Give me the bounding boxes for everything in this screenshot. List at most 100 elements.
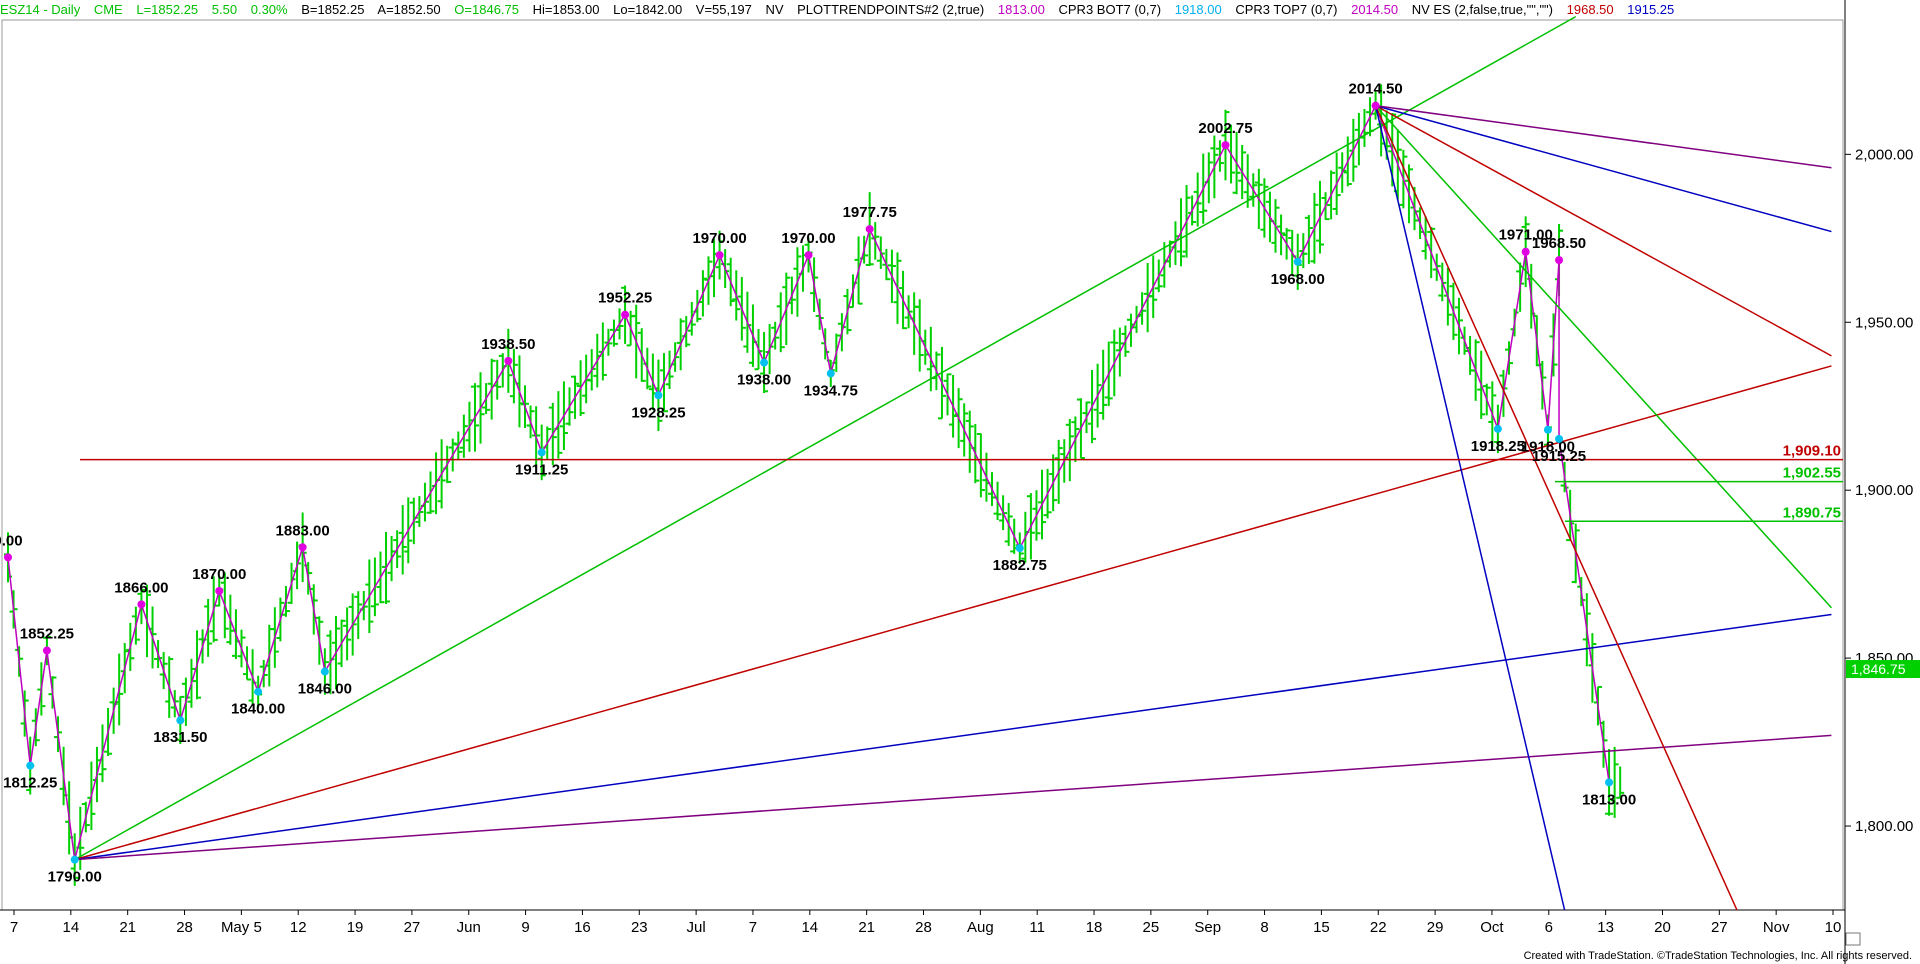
- pivot-marker: [1493, 424, 1502, 433]
- pivot-label: 1846.00: [298, 681, 352, 698]
- x-tick-label: 16: [574, 919, 591, 936]
- pivot-label: 1970.00: [692, 230, 746, 247]
- x-tick-label: Jun: [457, 919, 481, 936]
- pivot-marker: [654, 391, 663, 400]
- pivot-marker: [1221, 141, 1230, 150]
- y-tick-label: 1,800.00: [1855, 818, 1913, 835]
- pivot-marker: [176, 716, 185, 725]
- x-tick-label: 29: [1427, 919, 1444, 936]
- pivot-marker: [137, 600, 146, 609]
- x-tick-label: 28: [176, 919, 193, 936]
- high-price: Hi=1853.00: [532, 2, 600, 17]
- x-tick-label: 14: [63, 919, 80, 936]
- pivot-marker: [298, 543, 307, 552]
- x-tick-label: 7: [10, 919, 18, 936]
- x-tick-label: 18: [1086, 919, 1103, 936]
- x-tick-label: 21: [119, 919, 136, 936]
- x-tick-label: 15: [1313, 919, 1330, 936]
- cpr3-bot-value: 1918.00: [1174, 2, 1222, 17]
- pivot-marker: [804, 251, 813, 260]
- trendline: [1375, 104, 1832, 233]
- level-label: 1,909.10: [1783, 443, 1841, 460]
- pivot-marker: [1015, 544, 1024, 553]
- plot-frame: [1, 19, 1844, 911]
- volume-label: V=55,197: [695, 2, 752, 17]
- pivot-label: 1812.25: [3, 775, 57, 792]
- pivot-label: 2014.50: [1348, 81, 1402, 98]
- x-tick-label: 22: [1370, 919, 1387, 936]
- trendline: [1374, 105, 1566, 911]
- last-price-label: 1,846.75: [1851, 661, 1906, 677]
- pivot-label: 1831.50: [153, 729, 207, 746]
- nv-label: NV: [765, 2, 784, 17]
- pivot-label: 1970.00: [781, 230, 835, 247]
- pivot-label: 1938.00: [737, 372, 791, 389]
- pivot-label: 1918.25: [1471, 438, 1525, 455]
- pivot-label: 1918.00: [1521, 439, 1575, 456]
- x-tick-label: Oct: [1480, 919, 1504, 936]
- y-tick-label: 1,900.00: [1855, 482, 1913, 499]
- trendline: [1375, 105, 1832, 609]
- x-tick-label: 6: [1545, 919, 1553, 936]
- pivot-marker: [537, 448, 546, 457]
- pivot-label: 1968.00: [1271, 271, 1325, 288]
- pivot-marker: [26, 761, 35, 770]
- x-tick-label: 28: [915, 919, 932, 936]
- x-tick-label: 19: [347, 919, 364, 936]
- pivot-marker: [760, 358, 769, 367]
- pivot-marker: [865, 225, 874, 234]
- pivot-marker: [254, 687, 263, 696]
- x-tick-label: Nov: [1763, 919, 1790, 936]
- trendline: [74, 15, 1577, 861]
- low-price: Lo=1842.00: [613, 2, 683, 17]
- x-tick-label: 8: [1260, 919, 1268, 936]
- nv-es-value-1: 1968.50: [1566, 2, 1614, 17]
- pivot-marker: [70, 855, 79, 864]
- chart-header: ESZ14 - Daily CME L=1852.25 5.50 0.30% B…: [0, 0, 1860, 20]
- pivot-label: 1852.25: [20, 626, 74, 643]
- nv-es-label: NV ES (2,false,true,"",""): [1411, 2, 1553, 17]
- x-tick-label: Jul: [687, 919, 706, 936]
- x-tick-label: 9: [521, 919, 529, 936]
- bid-price: B=1852.25: [301, 2, 365, 17]
- x-tick-label: 7: [749, 919, 757, 936]
- pivot-label: 1938.50: [481, 336, 535, 353]
- last-price: L=1852.25: [136, 2, 199, 17]
- y-tick-label: 2,000.00: [1855, 146, 1913, 163]
- pivot-marker: [621, 310, 630, 319]
- exchange-label: CME: [93, 2, 123, 17]
- swing-line: [7, 103, 1610, 860]
- pivot-label: 1911.25: [515, 461, 568, 478]
- percent-change: 0.30%: [250, 2, 288, 17]
- ask-price: A=1852.50: [377, 2, 441, 17]
- trendline: [1374, 105, 1738, 911]
- pivot-marker: [42, 646, 51, 655]
- cpr3-top-label: CPR3 TOP7 (0,7): [1235, 2, 1338, 17]
- x-tick-label: 10: [1825, 919, 1842, 936]
- pivot-label: 0.00: [0, 532, 23, 549]
- level-label: 1,902.55: [1783, 465, 1841, 482]
- pivot-marker: [1521, 247, 1530, 256]
- pivot-label: 1883.00: [276, 522, 330, 539]
- pivot-label: 1882.75: [993, 557, 1047, 574]
- pivot-marker: [1605, 778, 1614, 787]
- pivot-marker: [1555, 256, 1564, 265]
- last-price-box: [1846, 660, 1920, 679]
- cpr3-top-value: 2014.50: [1351, 2, 1399, 17]
- copyright-footer: Created with TradeStation. ©TradeStation…: [1523, 950, 1912, 962]
- pivot-label: 1866.00: [114, 579, 168, 596]
- trendline: [1375, 104, 1832, 357]
- x-tick-label: 21: [858, 919, 875, 936]
- pivot-label: 1840.00: [231, 701, 285, 718]
- pivot-label: 1977.75: [843, 204, 897, 221]
- pivot-label: 1915.25: [1532, 448, 1586, 465]
- x-tick-label: Sep: [1194, 919, 1221, 936]
- pivot-marker: [1555, 434, 1564, 443]
- plot-trend-value: 1813.00: [997, 2, 1045, 17]
- scroll-box: [1845, 932, 1861, 946]
- x-tick-label: 11: [1029, 919, 1045, 936]
- x-tick-label: 14: [801, 919, 818, 936]
- pivot-marker: [1371, 101, 1380, 110]
- pivot-label: 1971.00: [1499, 227, 1553, 244]
